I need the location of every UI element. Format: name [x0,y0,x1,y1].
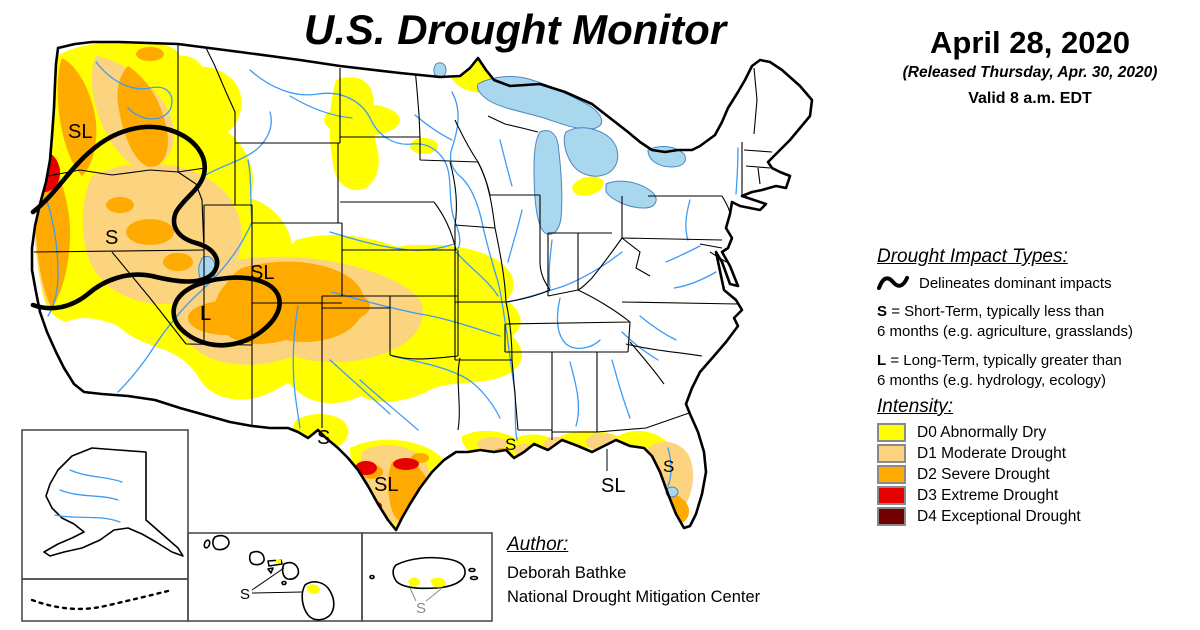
impact-boundaries [30,124,282,348]
legend-item-d1: D1 Moderate Drought [877,444,1197,463]
long-term-line2: 6 months (e.g. hydrology, ecology) [877,371,1107,389]
d1-swatch [877,444,906,463]
label-south-texas: SL [374,474,398,496]
long-term-definition: L = Long-Term, typically greater than 6 … [877,351,1197,390]
d4-label: D4 Exceptional Drought [917,507,1081,525]
puerto-rico-inset: S [361,532,493,622]
impact-types-legend: Drought Impact Types: Delineates dominan… [877,246,1197,390]
short-term-key: S [877,303,888,320]
delineates-label: Delineates dominant impacts [919,274,1112,292]
released-date: (Released Thursday, Apr. 30, 2020) [902,64,1158,82]
d2-label: D2 Severe Drought [917,465,1050,483]
state-borders [33,43,773,440]
label-louisiana: S [505,435,516,454]
label-florida: S [663,457,674,476]
long-term-key: L [877,352,887,369]
date-block: April 28, 2020 (Released Thursday, Apr. … [856,25,1200,108]
short-term-definition: S = Short-Term, typically less than 6 mo… [877,302,1197,341]
alaska-inset [21,429,189,622]
legend-item-d0: D0 Abnormally Dry [877,423,1197,442]
label-colorado: SL [250,262,274,284]
impact-types-heading: Drought Impact Types: [877,246,1068,267]
label-oregon: SL [68,121,92,143]
label-west-texas: S [317,427,330,449]
label-arizona: L [200,303,211,325]
d3-swatch [877,486,906,505]
long-term-line1: = Long-Term, typically greater than [890,352,1122,369]
squiggle-boundary-icon [877,276,909,290]
short-term-line2: 6 months (e.g. agriculture, grasslands) [877,322,1133,340]
valid-time: Valid 8 a.m. EDT [968,90,1092,108]
intensity-legend: Intensity: D0 Abnormally Dry D1 Moderate… [877,396,1197,526]
author-block: Author: Deborah Bathke National Drought … [507,534,867,610]
d3-label: D3 Extreme Drought [917,486,1059,504]
d1-label: D1 Moderate Drought [917,444,1067,462]
d4-swatch [877,507,906,526]
d0-swatch [877,423,906,442]
legend-item-d2: D2 Severe Drought [877,465,1197,484]
us-outline [30,40,814,532]
legend-item-d3: D3 Extreme Drought [877,486,1197,505]
map-date: April 28, 2020 [930,25,1130,60]
author-heading: Author: [507,534,569,555]
label-puerto-rico: S [416,600,426,617]
legend-item-d4: D4 Exceptional Drought [877,507,1197,526]
label-florida-panhandle: SL [601,475,625,497]
author-name: Deborah Bathke [507,564,627,582]
map-impact-labels: SL S SL L S SL S SL S [68,121,674,497]
d2-swatch [877,465,906,484]
label-nevada: S [105,227,118,249]
label-hawaii: S [240,586,250,603]
short-term-line1: = Short-Term, typically less than [891,303,1105,320]
intensity-heading: Intensity: [877,396,954,417]
page-title: U.S. Drought Monitor [303,6,727,53]
d0-label: D0 Abnormally Dry [917,423,1047,441]
hawaii-inset: S [187,532,363,622]
author-org: National Drought Mitigation Center [507,587,761,606]
